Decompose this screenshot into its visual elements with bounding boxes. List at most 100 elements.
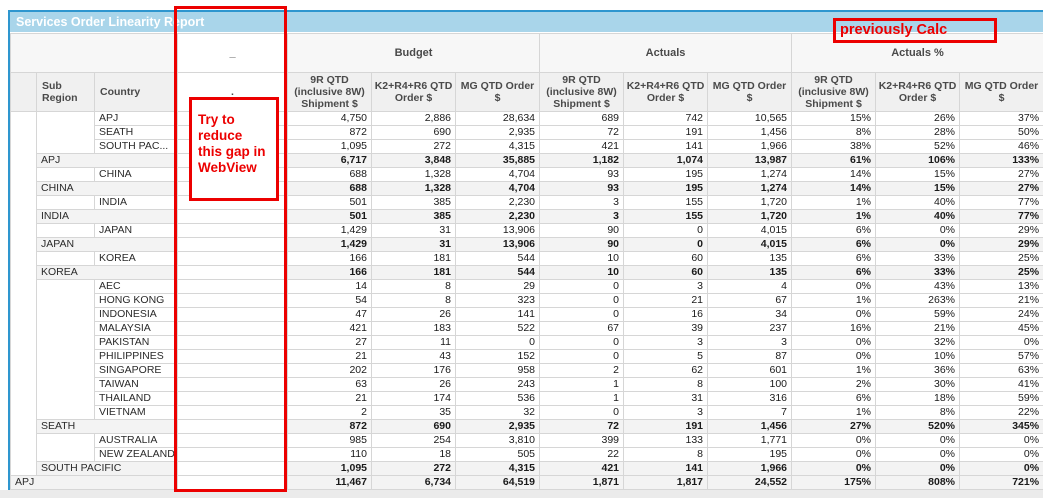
gap-column-cell xyxy=(177,447,288,462)
table-row-country: AUSTRALIA 985 254 3,810 399 133 1,771 0% 0% 0% xyxy=(11,433,1043,462)
value-cell: 0 xyxy=(539,279,625,294)
country-label: JAPAN xyxy=(94,223,178,238)
value-cell: 1,720 xyxy=(707,195,793,210)
value-cell: 135 xyxy=(707,265,793,280)
value-cell: 1,456 xyxy=(707,419,793,434)
subregion-spacer-cell xyxy=(36,279,95,420)
value-cell: 31 xyxy=(371,237,456,252)
value-cell: 1,966 xyxy=(707,461,793,476)
country-label: PAKISTAN xyxy=(94,335,178,350)
report-window: Services Order Linearity Report _ Budget… xyxy=(8,10,1043,493)
column-header-actuals-pct-k2: K2+R4+R6 QTD Order $ xyxy=(875,72,961,112)
gap-column-cell xyxy=(177,377,288,392)
subregion-subtotal-label: JAPAN xyxy=(36,237,178,252)
gap-column-cell xyxy=(177,433,288,448)
table-row-country: KOREA 166 181 544 10 60 135 6% 33% 25% xyxy=(11,251,1043,266)
value-cell: 808% xyxy=(875,475,961,490)
value-cell: 263% xyxy=(875,293,961,308)
value-cell: 22% xyxy=(959,405,1043,420)
value-cell: 27% xyxy=(959,167,1043,182)
gap-column-cell xyxy=(177,335,288,350)
value-cell: 872 xyxy=(287,125,372,140)
value-cell: 3 xyxy=(539,195,625,210)
value-cell: 27% xyxy=(791,419,877,434)
value-cell: 345% xyxy=(959,419,1043,434)
country-label: INDIA xyxy=(94,195,178,210)
value-cell: 0 xyxy=(623,237,709,252)
value-cell: 52% xyxy=(875,139,961,154)
value-cell: 1,274 xyxy=(707,181,793,196)
value-cell: 13,906 xyxy=(454,223,541,238)
subregion-spacer-cell xyxy=(36,223,95,238)
page-title: Services Order Linearity Report xyxy=(16,15,205,29)
value-cell: 67 xyxy=(707,293,793,308)
value-cell: 421 xyxy=(539,139,625,154)
value-cell: 3 xyxy=(623,279,709,294)
country-label: THAILAND xyxy=(94,391,178,406)
value-cell: 29% xyxy=(959,237,1043,252)
value-cell: 0% xyxy=(875,461,961,476)
value-cell: 18 xyxy=(371,447,456,462)
value-cell: 0 xyxy=(623,223,709,238)
value-cell: 63% xyxy=(959,363,1043,378)
value-cell: 33% xyxy=(875,265,961,280)
value-cell: 1,182 xyxy=(539,153,625,168)
value-cell: 1,771 xyxy=(707,433,793,448)
value-cell: 872 xyxy=(287,419,372,434)
value-cell: 4,015 xyxy=(707,223,793,238)
country-label: MALAYSIA xyxy=(94,321,178,336)
column-header-actuals-k2: K2+R4+R6 QTD Order $ xyxy=(623,72,709,112)
page-background-strip xyxy=(0,490,1043,498)
value-cell: 152 xyxy=(454,349,541,364)
value-cell: 166 xyxy=(287,265,372,280)
value-cell: 87 xyxy=(707,349,793,364)
value-cell: 21% xyxy=(875,321,961,336)
value-cell: 202 xyxy=(287,363,372,378)
value-cell: 61% xyxy=(791,153,877,168)
value-cell: 21% xyxy=(959,293,1043,308)
value-cell: 77% xyxy=(959,195,1043,210)
value-cell: 2,886 xyxy=(371,111,456,126)
value-cell: 0% xyxy=(791,307,877,322)
table-row-country: AEC 14 8 29 0 3 4 0% 43% 13% xyxy=(11,279,1043,420)
value-cell: 24,552 xyxy=(707,475,793,490)
column-header-actuals-pct-9r: 9R QTD (inclusive 8W) Shipment $ xyxy=(791,72,877,112)
value-cell: 64,519 xyxy=(454,475,541,490)
value-cell: 8% xyxy=(875,405,961,420)
value-cell: 26% xyxy=(875,111,961,126)
value-cell: 1,871 xyxy=(539,475,625,490)
title-bar: Services Order Linearity Report xyxy=(10,12,1043,32)
value-cell: 191 xyxy=(623,125,709,140)
table-row-country: SEATH 872 690 2,935 72 191 1,456 8% 28% 50% xyxy=(11,125,1043,140)
value-cell: 90 xyxy=(539,223,625,238)
value-cell: 24% xyxy=(959,307,1043,322)
gap-column-cell xyxy=(177,307,288,322)
value-cell: 0% xyxy=(791,447,877,462)
value-cell: 1,074 xyxy=(623,153,709,168)
subregion-spacer-cell xyxy=(36,433,95,462)
value-cell: 41% xyxy=(959,377,1043,392)
value-cell: 43% xyxy=(875,279,961,294)
value-cell: 522 xyxy=(454,321,541,336)
value-cell: 1,095 xyxy=(287,461,372,476)
value-cell: 501 xyxy=(287,195,372,210)
value-cell: 11 xyxy=(371,335,456,350)
table-row-subtotal: SEATH 872 690 2,935 72 191 1,456 27% 520% 345% xyxy=(11,419,1043,434)
value-cell: 13,987 xyxy=(707,153,793,168)
value-cell: 505 xyxy=(454,447,541,462)
annotation-previously-calc: previously Calc xyxy=(833,18,997,43)
value-cell: 0 xyxy=(539,349,625,364)
value-cell: 0% xyxy=(959,433,1043,448)
subregion-subtotal-label: SEATH xyxy=(36,419,178,434)
value-cell: 141 xyxy=(454,307,541,322)
value-cell: 323 xyxy=(454,293,541,308)
value-cell: 72 xyxy=(539,419,625,434)
group-header-actuals: Actuals xyxy=(539,33,793,73)
value-cell: 21 xyxy=(287,391,372,406)
value-cell: 0% xyxy=(791,349,877,364)
value-cell: 421 xyxy=(287,321,372,336)
value-cell: 958 xyxy=(454,363,541,378)
value-cell: 63 xyxy=(287,377,372,392)
value-cell: 0% xyxy=(959,447,1043,462)
value-cell: 688 xyxy=(287,167,372,182)
